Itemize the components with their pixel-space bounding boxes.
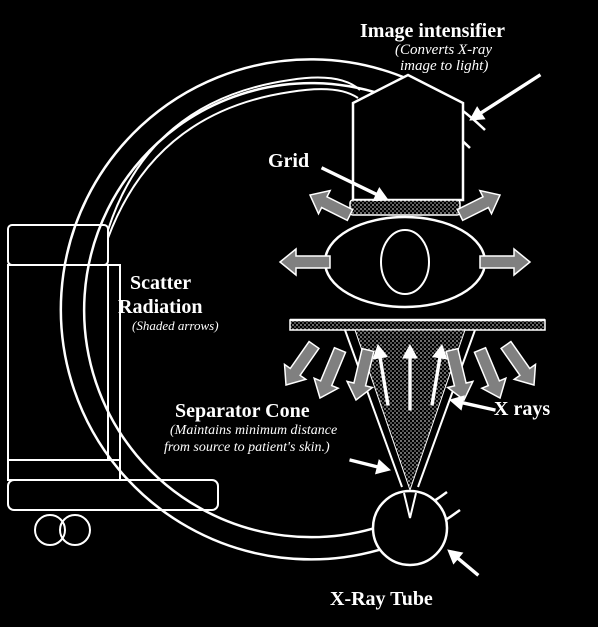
label-image-intensifier: Image intensifier [360,20,505,43]
label-image-intensifier-sub2: image to light) [400,58,488,75]
c-arm-diagram [0,0,598,627]
label-separator-cone: Separator Cone [175,400,310,423]
label-scatter-2: Radiation [118,296,202,319]
label-scatter-sub: (Shaded arrows) [132,318,219,334]
label-grid: Grid [268,150,309,173]
label-xrays: X rays [494,398,550,421]
label-scatter-1: Scatter [130,272,191,295]
label-separator-cone-sub2: from source to patient's skin.) [164,440,330,456]
label-separator-cone-sub1: (Maintains minimum distance [170,423,337,439]
label-xray-tube: X-Ray Tube [330,588,433,611]
label-image-intensifier-sub1: (Converts X-ray [395,42,492,59]
